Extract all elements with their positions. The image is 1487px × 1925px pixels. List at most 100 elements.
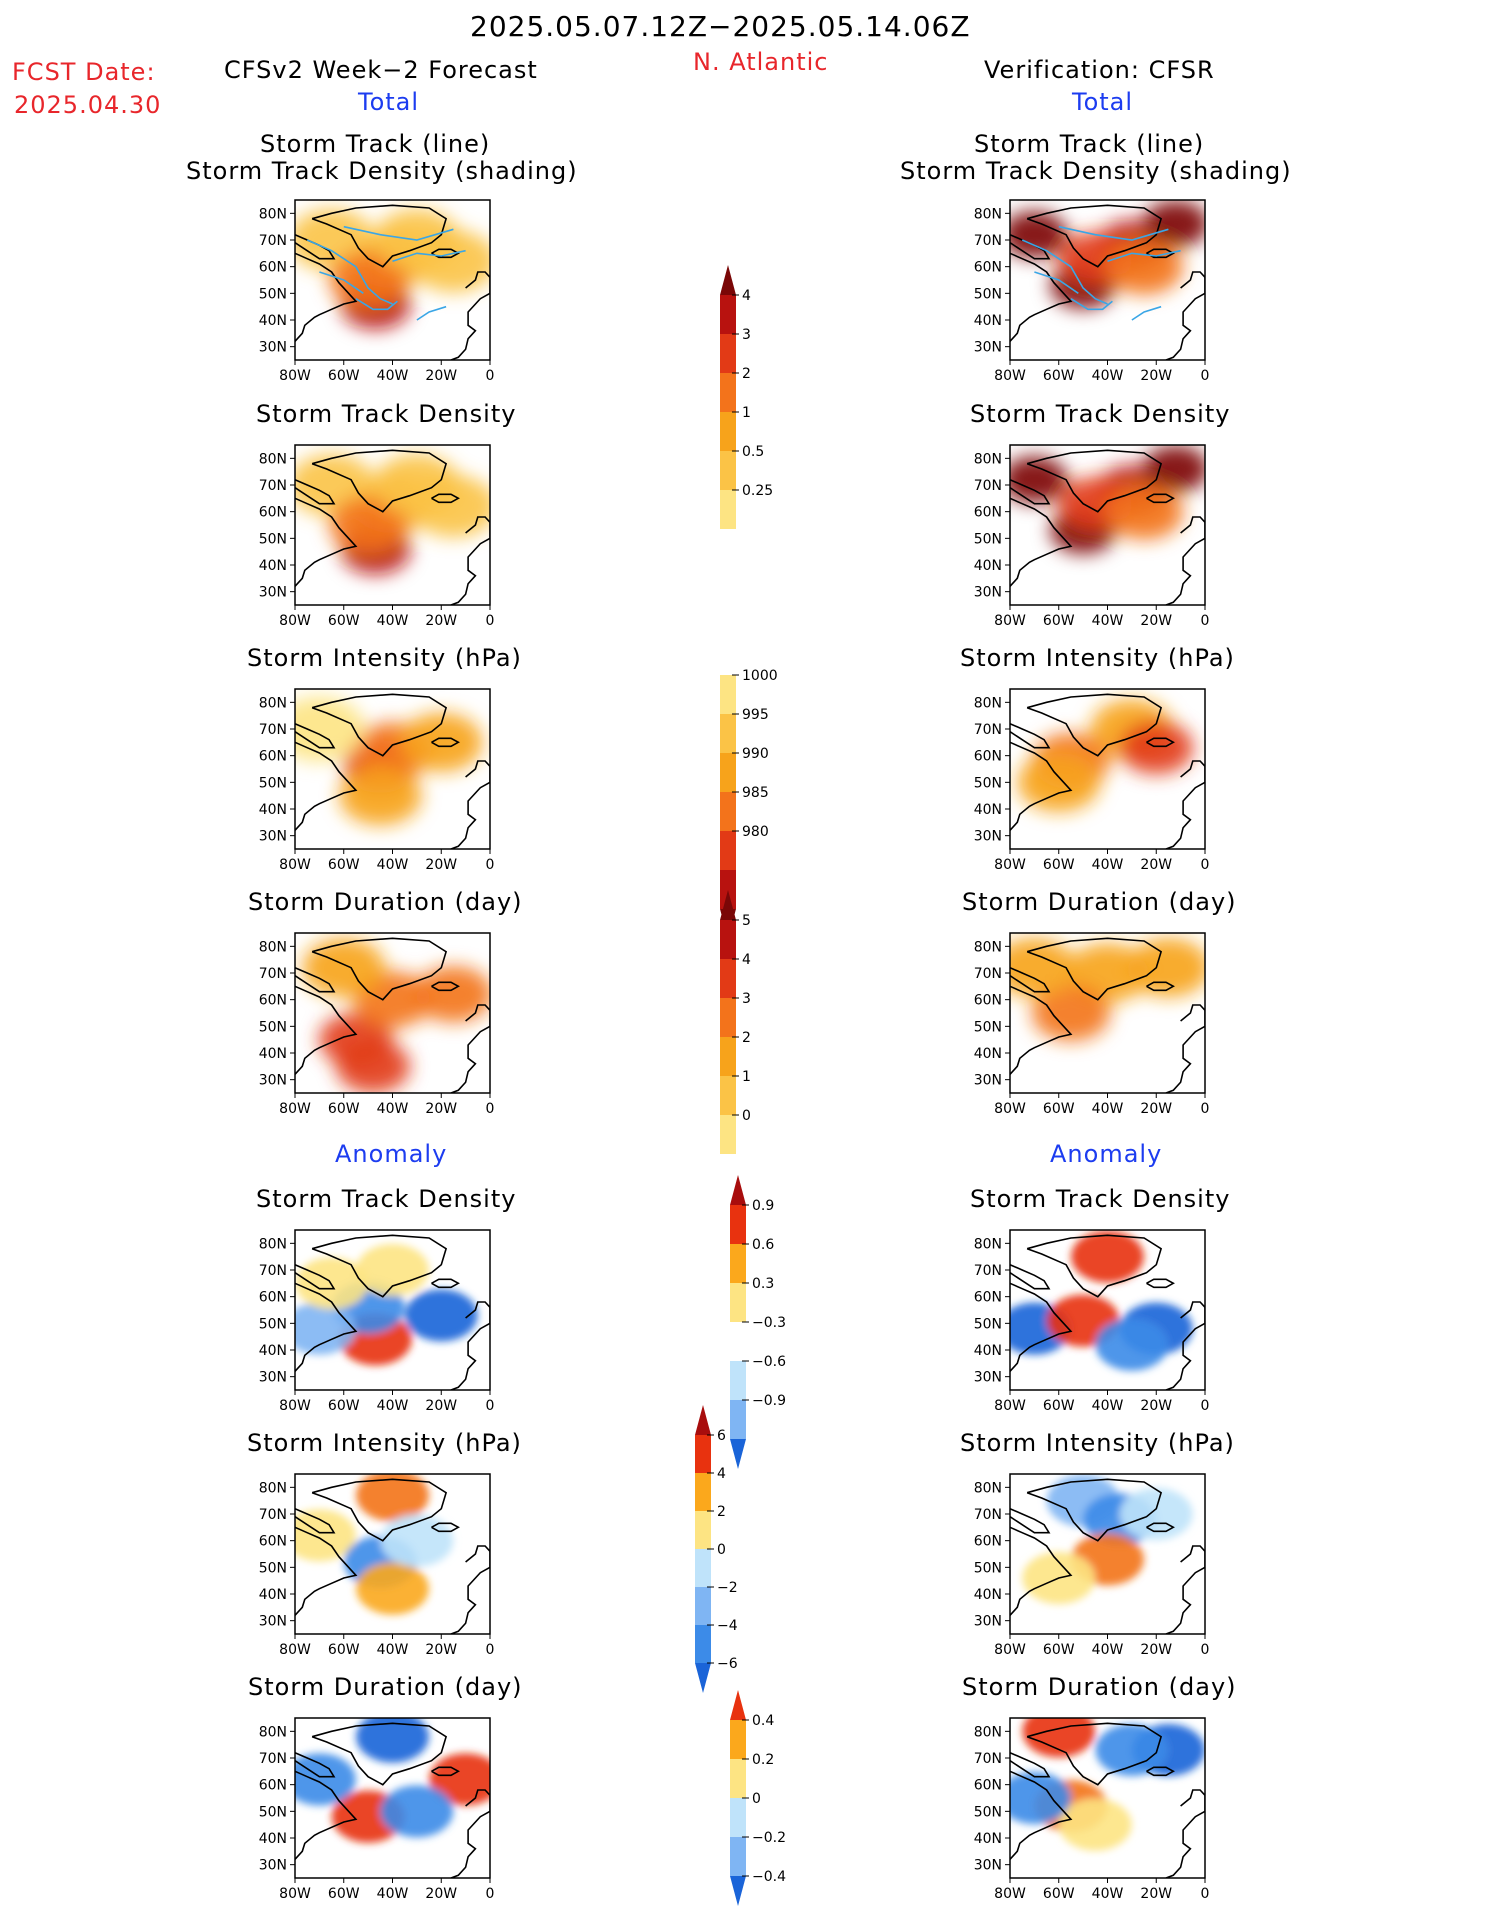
coastline [295,985,358,1075]
title-verif-anom-density: Storm Track Density [970,1185,1231,1213]
lat-tick-label: 30N [259,585,287,601]
lat-tick-label: 40N [974,1587,1002,1603]
map-svg: 80N 70N 60N 50N 40N 30N 80W 60W 40W 20W 0 [259,199,494,384]
lat-tick-label: 40N [259,1587,287,1603]
lat-tick-label: 40N [259,1343,287,1359]
map-verif-total-density: 80N 70N 60N 50N 40N 30N 80W 60W 40W 20W 0 [965,444,1215,633]
lon-tick-label: 80W [994,368,1026,384]
colorbar-cap [695,1663,711,1693]
colorbar-segment [730,1244,746,1283]
lon-tick-label: 80W [279,1101,311,1117]
lat-tick-label: 50N [974,1560,1002,1576]
lat-tick-label: 40N [259,1046,287,1062]
lon-tick-label: 40W [1092,368,1124,384]
title-verif-intensity: Storm Intensity (hPa) [960,644,1235,672]
coastline [431,1278,460,1289]
lon-tick-label: 0 [486,1642,495,1658]
map-svg: 80N 70N 60N 50N 40N 30N 80W 60W 40W 20W 0 [259,1717,494,1902]
data-blob [1127,938,1205,998]
title-verif-track-shading: Storm Track Density (shading) [900,157,1292,185]
colorbar-cap [695,1405,711,1435]
coastline [295,722,336,749]
title-verif-duration: Storm Duration (day) [962,888,1237,916]
lon-tick-label: 80W [994,1642,1026,1658]
colorbar-label: −0.3 [752,1315,786,1331]
lat-tick-label: 40N [974,1343,1002,1359]
shading-layer [1010,445,1205,605]
lon-tick-label: 0 [1201,1101,1210,1117]
lon-tick-label: 40W [1092,1101,1124,1117]
lon-tick-label: 20W [425,1398,457,1414]
lat-tick-label: 60N [259,505,287,521]
lon-tick-label: 60W [1043,1101,1075,1117]
map-svg: 80N 70N 60N 50N 40N 30N 80W 60W 40W 20W 0 [974,1717,1210,1902]
title-verif-anom-intensity: Storm Intensity (hPa) [960,1429,1235,1457]
colorbar-label: 3 [742,991,751,1007]
track-line [1131,305,1162,321]
colorbar-duration-anom: 0.4 0.2 0 −0.2 −0.4 [730,1690,820,1920]
lat-tick-label: 80N [974,1480,1002,1496]
lon-tick-label: 40W [377,857,409,873]
map-forecast-total-density: 80N 70N 60N 50N 40N 30N 80W 60W 40W 20W 0 [250,444,500,633]
coastline [450,1004,490,1093]
title-forecast-anom-duration: Storm Duration (day) [248,1673,523,1701]
colorbar-label: −0.2 [752,1830,786,1846]
shading-layer [1010,200,1205,360]
lon-tick-label: 20W [1140,857,1172,873]
colorbar-label: −4 [717,1618,738,1634]
map-forecast-total-duration: 80N 70N 60N 50N 40N 30N 80W 60W 40W 20W 0 [250,932,500,1121]
verification-anomaly-label: Anomaly [1050,1140,1163,1168]
colorbar-label: −0.6 [752,1354,786,1370]
lat-tick-label: 80N [259,1236,287,1252]
coastline [1146,493,1175,504]
coastline [1026,1722,1163,1786]
coastline [1010,985,1073,1075]
shading-layer [295,1718,490,1878]
data-blob [295,696,365,762]
coastline [1026,1478,1163,1542]
coastline [1165,1789,1205,1878]
lon-tick-label: 0 [1201,1886,1210,1902]
colorbar-label: −0.9 [752,1393,786,1409]
coastline [295,1507,336,1534]
lon-tick-label: 60W [1043,857,1075,873]
colorbar-cap [720,890,736,920]
lat-tick-label: 70N [259,233,287,249]
map-verif-anom-duration: 80N 70N 60N 50N 40N 30N 80W 60W 40W 20W 0 [965,1717,1215,1906]
lon-tick-label: 20W [425,613,457,629]
lon-tick-label: 0 [486,857,495,873]
data-blob [302,938,386,998]
lat-tick-label: 60N [974,1534,1002,1550]
lon-tick-label: 80W [994,1398,1026,1414]
lon-tick-label: 0 [1201,613,1210,629]
data-blob [1010,1772,1071,1824]
colorbar-segment [720,334,736,373]
data-blob [1095,1724,1169,1776]
fcst-date-label: FCST Date: [12,58,156,86]
lon-tick-label: 0 [486,1398,495,1414]
track-line [343,225,454,241]
data-blob [295,1753,356,1806]
lat-tick-label: 40N [974,1831,1002,1847]
map-svg: 80N 70N 60N 50N 40N 30N 80W 60W 40W 20W 0 [259,932,495,1117]
lat-tick-label: 50N [974,1316,1002,1332]
lat-tick-label: 70N [974,1507,1002,1523]
data-blob [1119,1488,1193,1540]
lon-tick-label: 60W [328,368,360,384]
lat-tick-label: 30N [974,1614,1002,1630]
colorbar-label: 0.4 [752,1713,774,1729]
lat-tick-label: 80N [259,451,287,467]
lat-tick-label: 60N [259,260,287,276]
lon-tick-label: 20W [1140,1398,1172,1414]
map-forecast-total-track: 80N 70N 60N 50N 40N 30N 80W 60W 40W 20W 0 [250,199,500,388]
map-svg: 80N 70N 60N 50N 40N 30N 80W 60W 40W 20W 0 [974,932,1210,1117]
colorbar-segment [720,1076,736,1115]
coastline [450,516,490,605]
coastline [311,937,448,1001]
data-blob [1119,721,1194,775]
colorbar-density-total: 4 3 2 1 0.5 0.25 [720,265,810,573]
lon-tick-label: 20W [1140,368,1172,384]
coastline [1165,1301,1205,1390]
data-blob [1142,445,1205,493]
lon-tick-label: 0 [486,1101,495,1117]
